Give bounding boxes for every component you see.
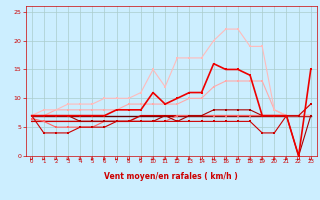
X-axis label: Vent moyen/en rafales ( km/h ): Vent moyen/en rafales ( km/h ) [104,172,238,181]
